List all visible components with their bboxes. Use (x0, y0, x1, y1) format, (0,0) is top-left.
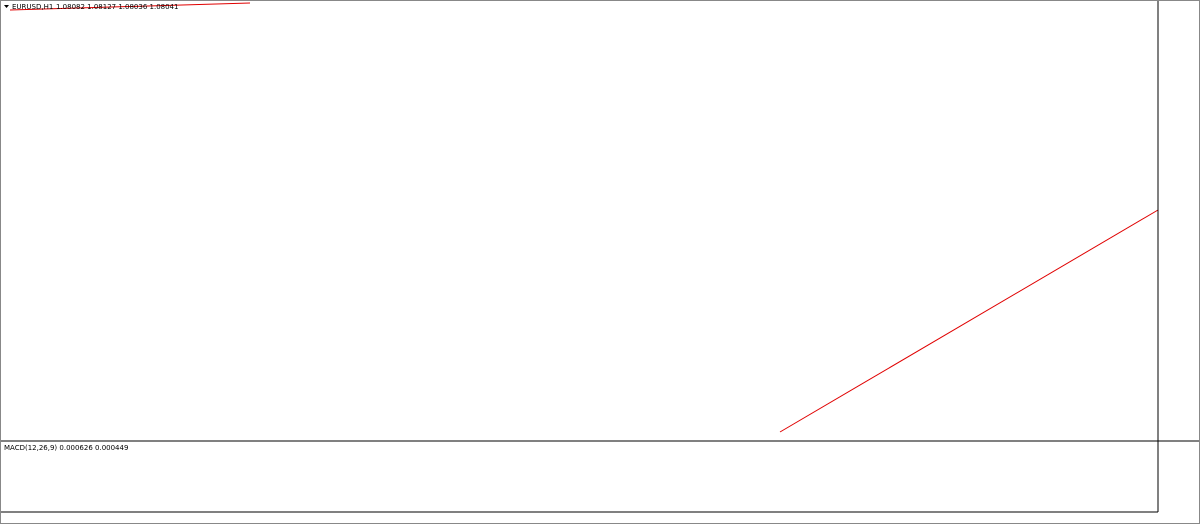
trend-line (9, 2, 251, 11)
menu-arrow[interactable] (4, 5, 9, 8)
macd-label: MACD(12,26,9) 0.000626 0.000449 (4, 444, 128, 452)
header-ohlc: 1.08082 1.08127 1.08036 1.08041 (56, 3, 178, 11)
trend-line (779, 209, 1159, 433)
header-symbol: EURUSD,H1 (12, 3, 53, 11)
